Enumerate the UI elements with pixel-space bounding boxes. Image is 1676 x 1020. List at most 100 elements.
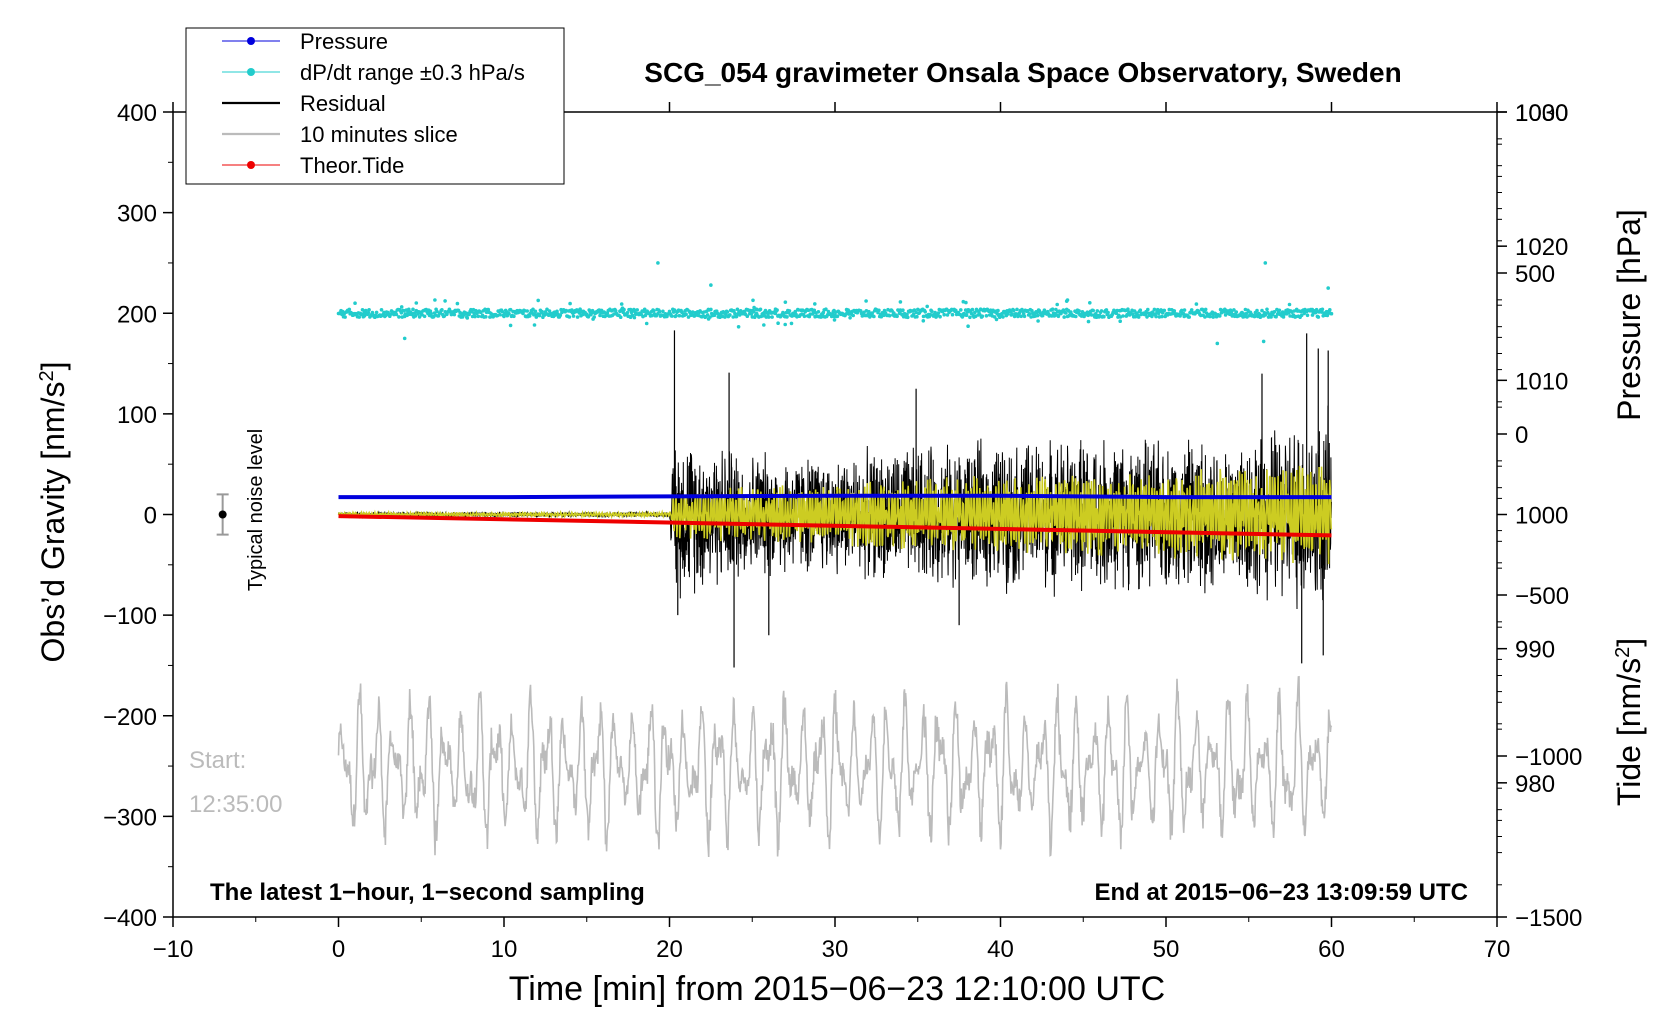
dpdt-point bbox=[465, 316, 470, 320]
dpdt-point bbox=[484, 315, 488, 319]
dpdt-point bbox=[723, 315, 727, 319]
pressure-axis-label: Pressure [hPa] bbox=[1611, 209, 1647, 421]
dpdt-point bbox=[436, 314, 441, 318]
dpdt-point bbox=[1172, 309, 1177, 313]
dpdt-point bbox=[933, 310, 937, 315]
dpdt-point bbox=[532, 323, 537, 327]
dpdt-point bbox=[848, 316, 852, 320]
dpdt-point bbox=[1329, 311, 1334, 316]
dpdt-point bbox=[632, 315, 637, 320]
dpdt-point bbox=[980, 314, 985, 319]
dpdt-point bbox=[925, 304, 929, 309]
y-tick-label: −100 bbox=[103, 603, 157, 630]
dpdt-point bbox=[413, 314, 418, 318]
dpdt-point bbox=[1281, 315, 1286, 319]
legend-label: 10 minutes slice bbox=[300, 122, 458, 147]
noise-marker bbox=[216, 493, 229, 536]
dpdt-point bbox=[1114, 311, 1119, 316]
dpdt-point bbox=[1179, 308, 1184, 313]
tide-axis: −1500 −1000 −500 0 500 1000 bbox=[1497, 100, 1582, 932]
pressure-tick-label: 1010 bbox=[1515, 368, 1568, 395]
dpdt-outlier bbox=[353, 301, 357, 305]
dpdt-point bbox=[1099, 309, 1104, 313]
dpdt-point bbox=[733, 311, 737, 316]
tide-tick-label: 500 bbox=[1515, 261, 1555, 288]
dpdt-point bbox=[571, 314, 576, 318]
dpdt-point bbox=[732, 309, 736, 313]
pressure-series bbox=[338, 493, 1332, 500]
dpdt-point bbox=[635, 308, 639, 312]
dpdt-point bbox=[512, 314, 516, 319]
dpdt-point bbox=[911, 312, 916, 317]
dpdt-point bbox=[521, 311, 525, 316]
tide-tick-label: 0 bbox=[1515, 422, 1528, 449]
dpdt-point bbox=[467, 312, 472, 317]
dpdt-point bbox=[357, 315, 362, 319]
dpdt-point bbox=[1042, 308, 1047, 313]
dpdt-point bbox=[905, 312, 909, 317]
dpdt-point bbox=[567, 315, 572, 319]
dpdt-point bbox=[901, 308, 905, 313]
dpdt-point bbox=[537, 313, 542, 318]
dpdt-point bbox=[977, 310, 981, 314]
legend-label: Pressure bbox=[300, 29, 388, 54]
dpdt-point bbox=[1040, 313, 1045, 318]
dpdt-point bbox=[1011, 308, 1016, 313]
dpdt-point bbox=[938, 314, 942, 319]
dpdt-point bbox=[558, 313, 563, 318]
dpdt-point bbox=[1154, 314, 1158, 319]
dpdt-point bbox=[429, 311, 434, 316]
legend-label: Theor.Tide bbox=[300, 153, 404, 178]
x-tick-label: −10 bbox=[153, 936, 194, 963]
legend-box bbox=[185, 27, 565, 185]
dpdt-point bbox=[758, 307, 763, 312]
dpdt-point bbox=[1260, 308, 1264, 313]
dpdt-point bbox=[498, 312, 502, 317]
dpdt-point bbox=[1015, 307, 1019, 312]
dpdt-point bbox=[906, 315, 910, 320]
dpdt-point bbox=[379, 308, 384, 312]
y-tick-label: 200 bbox=[117, 301, 157, 328]
dpdt-point bbox=[773, 307, 778, 312]
dpdt-point bbox=[923, 310, 927, 314]
dpdt-point bbox=[789, 321, 794, 326]
dpdt-point bbox=[892, 311, 896, 315]
dpdt-point bbox=[1218, 314, 1222, 318]
filtered-line bbox=[337, 465, 1333, 565]
dpdt-outlier bbox=[709, 283, 713, 287]
dpdt-point bbox=[568, 301, 572, 306]
dpdt-point bbox=[1083, 311, 1087, 316]
x-tick-label: 60 bbox=[1318, 936, 1345, 963]
dpdt-point bbox=[1269, 315, 1273, 319]
dpdt-point bbox=[1010, 312, 1014, 316]
y-tick-label: 0 bbox=[144, 503, 157, 530]
dpdt-point bbox=[591, 317, 595, 321]
dpdt-point bbox=[898, 300, 903, 304]
dpdt-point bbox=[751, 298, 755, 303]
dpdt-point bbox=[1001, 315, 1005, 319]
dpdt-point bbox=[531, 307, 535, 312]
dpdt-point bbox=[674, 313, 678, 318]
dpdt-point bbox=[877, 308, 881, 313]
y-axis-left: −400 −300 −200 −100 0 100 200 300 400 bbox=[103, 100, 173, 932]
dpdt-outlier bbox=[656, 261, 660, 265]
tide-tick-label: −1500 bbox=[1515, 905, 1582, 932]
slice-series bbox=[337, 675, 1333, 858]
dpdt-point bbox=[1232, 308, 1236, 312]
legend: Pressure dP/dt range ±0.3 hPa/s Residual 10… bbox=[185, 27, 565, 185]
x-tick-label: 40 bbox=[987, 936, 1014, 963]
dpdt-point bbox=[1310, 307, 1315, 312]
dpdt-point bbox=[762, 323, 766, 327]
dpdt-point bbox=[644, 321, 649, 326]
pressure-axis: 980 990 1000 1010 1020 1030 bbox=[1497, 100, 1568, 837]
dpdt-point bbox=[343, 315, 347, 319]
dpdt-point bbox=[575, 315, 580, 319]
dpdt-point bbox=[407, 307, 411, 312]
y-tick-label: 300 bbox=[117, 201, 157, 228]
dpdt-point bbox=[1126, 307, 1130, 312]
pressure-line bbox=[338, 493, 1332, 500]
dpdt-point bbox=[551, 311, 555, 316]
dpdt-point bbox=[417, 315, 422, 319]
dpdt-point bbox=[812, 308, 817, 313]
tide-tick-label: −1000 bbox=[1515, 744, 1582, 771]
